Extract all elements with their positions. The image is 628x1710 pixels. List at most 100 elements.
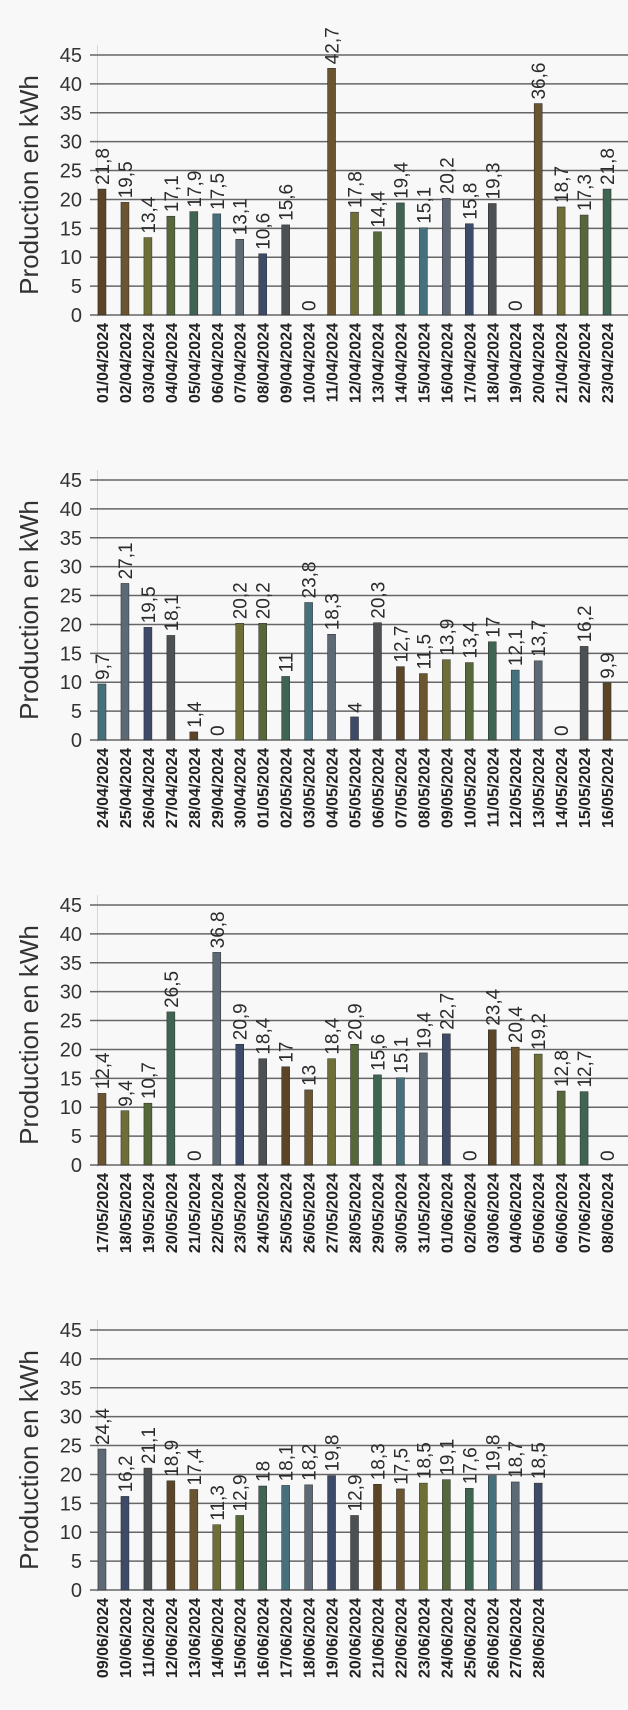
bar [281, 224, 290, 316]
data-label: 0 [552, 725, 573, 736]
x-tick-label: 05/06/2024 [531, 1173, 548, 1253]
bar [120, 583, 130, 741]
data-label: 0 [185, 1150, 206, 1161]
bar [304, 602, 313, 741]
data-label: 17,9 [185, 171, 206, 208]
data-label: 12,9 [231, 1474, 252, 1511]
data-label: 11,5 [414, 634, 435, 670]
y-tick-label: 0 [71, 730, 82, 752]
bar [212, 1524, 222, 1591]
bar [373, 622, 382, 741]
x-tick-label: 23/05/2024 [233, 1173, 250, 1253]
data-label: 20,3 [368, 582, 389, 619]
y-axis-title: Production en kWh [14, 925, 44, 1145]
data-label: 18,1 [162, 594, 183, 631]
data-label: 18,3 [323, 593, 344, 630]
x-tick-label: 12/06/2024 [164, 1598, 181, 1678]
bar [488, 1029, 497, 1166]
x-tick-label: 09/05/2024 [439, 748, 456, 828]
x-tick-label: 04/06/2024 [508, 1173, 525, 1253]
x-tick-label: 08/06/2024 [600, 1173, 617, 1253]
bar [579, 1091, 589, 1166]
data-label: 15,6 [368, 1034, 389, 1071]
x-tick-label: 27/05/2024 [325, 1173, 342, 1253]
y-tick-label: 0 [71, 305, 82, 327]
y-tick-label: 45 [60, 895, 82, 917]
x-tick-label: 28/05/2024 [348, 1173, 365, 1253]
y-tick-label: 15 [60, 218, 82, 240]
data-label: 17,3 [575, 174, 596, 211]
bar [97, 683, 107, 741]
x-tick-label: 10/04/2024 [302, 323, 319, 403]
y-tick-label: 25 [60, 161, 82, 183]
x-tick-label: 20/06/2024 [348, 1598, 365, 1678]
y-tick-label: 0 [71, 1155, 82, 1177]
data-label: 11 [277, 653, 298, 673]
bar [373, 231, 382, 316]
bar [602, 188, 612, 316]
x-tick-label: 25/05/2024 [279, 1173, 296, 1253]
data-label: 0 [300, 300, 321, 311]
bar [510, 669, 520, 741]
data-label: 20,4 [506, 1006, 527, 1043]
x-tick-label: 25/04/2024 [118, 748, 135, 828]
y-tick-label: 40 [60, 499, 82, 521]
data-label: 1,4 [185, 701, 206, 728]
data-label: 18 [254, 1461, 275, 1482]
data-label: 16,2 [575, 605, 596, 642]
bar [442, 659, 451, 741]
data-label: 15,1 [391, 1037, 412, 1074]
bar [602, 682, 612, 741]
bar [258, 1058, 267, 1166]
bar [373, 1074, 382, 1166]
data-label: 18,3 [368, 1443, 389, 1480]
y-tick-label: 35 [60, 953, 82, 975]
bar [143, 627, 153, 741]
bar [235, 1515, 244, 1591]
x-tick-label: 04/04/2024 [164, 323, 181, 403]
x-tick-label: 26/05/2024 [302, 1173, 319, 1253]
bar [120, 202, 130, 316]
x-tick-label: 27/06/2024 [508, 1598, 525, 1678]
data-label: 19,3 [483, 163, 504, 200]
data-label: 9,7 [93, 654, 114, 680]
x-tick-label: 01/05/2024 [256, 748, 273, 828]
data-label: 18,7 [506, 1441, 527, 1478]
data-label: 21,8 [93, 148, 114, 185]
bar [212, 213, 222, 316]
bar [350, 716, 359, 741]
bar [281, 1485, 290, 1591]
data-label: 20,2 [437, 157, 458, 194]
x-tick-label: 20/04/2024 [531, 323, 548, 403]
y-tick-label: 15 [60, 1068, 82, 1090]
x-tick-label: 06/06/2024 [554, 1173, 571, 1253]
bar [465, 662, 474, 741]
bar [442, 1479, 451, 1591]
data-label: 0 [208, 725, 229, 736]
x-tick-label: 21/06/2024 [370, 1598, 387, 1678]
data-label: 21,1 [139, 1427, 160, 1464]
y-tick-label: 30 [60, 982, 82, 1004]
x-tick-label: 11/06/2024 [141, 1598, 158, 1677]
y-tick-label: 45 [60, 45, 82, 67]
y-tick-label: 5 [71, 1126, 82, 1148]
data-label: 17,6 [460, 1447, 481, 1484]
bar [120, 1496, 130, 1591]
x-tick-label: 24/04/2024 [95, 748, 112, 828]
data-label: 9,4 [116, 1080, 137, 1107]
x-tick-label: 24/06/2024 [439, 1598, 456, 1678]
bar [258, 1485, 267, 1591]
y-tick-label: 25 [60, 1011, 82, 1033]
y-tick-label: 10 [60, 247, 82, 269]
y-tick-label: 35 [60, 528, 82, 550]
data-label: 19,5 [116, 161, 137, 198]
x-tick-label: 13/06/2024 [187, 1598, 204, 1678]
bar [166, 215, 176, 316]
x-tick-label: 05/04/2024 [187, 323, 204, 403]
bar [533, 103, 543, 316]
bar [465, 1488, 474, 1591]
bar [396, 202, 405, 316]
bar [120, 1110, 130, 1166]
bar [579, 646, 589, 741]
